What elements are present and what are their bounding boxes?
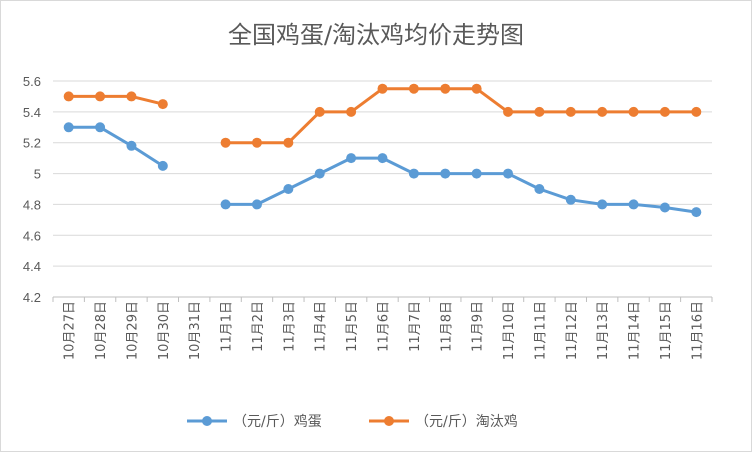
data-point xyxy=(597,199,608,210)
data-point xyxy=(440,83,451,94)
x-tick-label: 11月16日 xyxy=(690,301,705,360)
x-tick-label: 11月4日 xyxy=(314,301,329,352)
chart-title: 全国鸡蛋/淘汰鸡均价走势图 xyxy=(227,21,525,49)
data-point xyxy=(628,106,639,117)
x-tick-label: 11月8日 xyxy=(439,301,454,352)
data-point xyxy=(440,168,451,179)
y-tick-label: 4.2 xyxy=(23,290,41,305)
data-point xyxy=(565,106,576,117)
data-point xyxy=(691,207,702,218)
data-point xyxy=(63,91,74,102)
series-line-1 xyxy=(224,156,698,214)
x-tick-label: 11月9日 xyxy=(471,301,486,352)
x-tick-label: 11月11日 xyxy=(533,301,548,360)
y-tick-label: 5 xyxy=(34,167,41,182)
x-tick-label: 11月13日 xyxy=(596,301,611,360)
legend-marker xyxy=(384,416,394,426)
x-tick-label: 11月1日 xyxy=(220,301,235,352)
data-point xyxy=(628,199,639,210)
series-line-2 xyxy=(67,94,165,106)
x-tick-label: 10月31日 xyxy=(188,301,203,360)
x-tick-label: 11月12日 xyxy=(565,301,580,360)
data-point xyxy=(157,99,168,110)
data-point xyxy=(251,137,262,148)
data-point xyxy=(95,122,106,133)
y-tick-label: 4.6 xyxy=(23,228,41,243)
data-point xyxy=(126,140,137,151)
data-point xyxy=(220,199,231,210)
y-tick-label: 4.4 xyxy=(23,259,41,274)
data-point xyxy=(408,168,419,179)
data-point xyxy=(471,168,482,179)
x-tick-label: 11月10日 xyxy=(502,301,517,360)
data-point xyxy=(503,106,514,117)
data-point xyxy=(251,199,262,210)
legend-label: （元/斤）鸡蛋 xyxy=(233,413,322,430)
data-point xyxy=(471,83,482,94)
data-point xyxy=(534,106,545,117)
y-tick-label: 5.4 xyxy=(23,105,41,120)
data-point xyxy=(597,106,608,117)
data-point xyxy=(95,91,106,102)
data-point xyxy=(346,153,357,164)
x-tick-label: 11月3日 xyxy=(282,301,297,352)
series-line-2 xyxy=(224,87,698,145)
x-tick-label: 11月15日 xyxy=(659,301,674,360)
data-point xyxy=(534,184,545,194)
data-point xyxy=(314,168,325,179)
data-point xyxy=(157,160,168,171)
data-point xyxy=(220,137,231,148)
data-point xyxy=(659,202,670,213)
y-tick-label: 4.8 xyxy=(23,197,41,212)
data-point xyxy=(126,91,137,102)
x-tick-label: 11月6日 xyxy=(377,301,392,352)
legend-marker xyxy=(202,416,212,426)
y-tick-label: 5.6 xyxy=(23,74,41,89)
data-point xyxy=(659,106,670,117)
data-point xyxy=(377,83,388,94)
x-tick-label: 10月30日 xyxy=(157,301,172,360)
x-tick-label: 11月7日 xyxy=(408,301,423,352)
data-point xyxy=(63,122,74,133)
legend-label: （元/斤）淘汰鸡 xyxy=(415,413,518,430)
x-tick-label: 11月14日 xyxy=(628,301,643,360)
data-point xyxy=(283,137,294,148)
y-tick-label: 5.2 xyxy=(23,136,41,151)
data-point xyxy=(408,83,419,94)
x-tick-label: 11月5日 xyxy=(345,301,360,352)
data-point xyxy=(503,168,514,179)
series-line-1 xyxy=(67,125,165,168)
data-point xyxy=(565,194,576,205)
x-tick-label: 11月2日 xyxy=(251,301,266,352)
data-point xyxy=(346,106,357,117)
data-point xyxy=(691,106,702,117)
data-point xyxy=(377,153,388,164)
x-tick-label: 10月27日 xyxy=(63,301,78,360)
x-tick-label: 10月28日 xyxy=(94,301,109,360)
data-point xyxy=(283,184,294,194)
x-tick-label: 10月29日 xyxy=(125,301,140,360)
data-point xyxy=(314,106,325,117)
